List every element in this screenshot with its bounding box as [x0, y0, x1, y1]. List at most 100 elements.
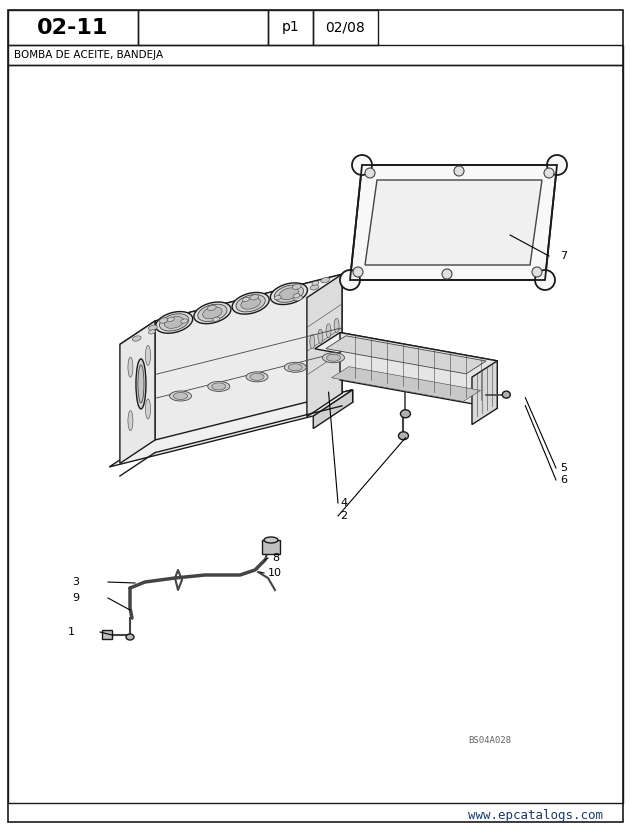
Circle shape — [547, 155, 567, 175]
Bar — [268, 10, 313, 45]
Polygon shape — [326, 336, 486, 374]
Polygon shape — [315, 333, 497, 377]
Ellipse shape — [128, 357, 133, 377]
Ellipse shape — [133, 336, 141, 341]
Ellipse shape — [334, 319, 339, 333]
Text: 02-11: 02-11 — [37, 17, 109, 37]
Bar — [8, 10, 138, 45]
Polygon shape — [313, 390, 353, 428]
Bar — [8, 65, 623, 803]
Bar — [8, 45, 623, 65]
Polygon shape — [365, 180, 542, 265]
Polygon shape — [350, 165, 557, 280]
Circle shape — [340, 270, 360, 290]
Ellipse shape — [310, 334, 315, 349]
Bar — [313, 10, 378, 45]
Text: BS04A028: BS04A028 — [468, 735, 512, 745]
Ellipse shape — [293, 294, 300, 298]
Ellipse shape — [212, 383, 226, 390]
Ellipse shape — [128, 411, 133, 431]
Polygon shape — [109, 390, 353, 467]
Ellipse shape — [246, 372, 268, 382]
Ellipse shape — [326, 324, 331, 338]
Ellipse shape — [270, 283, 307, 305]
Polygon shape — [307, 274, 342, 417]
Circle shape — [532, 267, 542, 277]
Ellipse shape — [250, 295, 259, 300]
Ellipse shape — [138, 365, 144, 403]
Circle shape — [442, 269, 452, 279]
Ellipse shape — [136, 359, 146, 409]
Text: 2: 2 — [340, 511, 347, 521]
Ellipse shape — [167, 317, 174, 321]
Circle shape — [352, 155, 372, 175]
Text: p1: p1 — [281, 21, 299, 35]
Text: 3: 3 — [72, 577, 79, 587]
Ellipse shape — [242, 297, 249, 301]
Ellipse shape — [398, 432, 408, 440]
Ellipse shape — [180, 319, 187, 323]
Text: 6: 6 — [560, 475, 567, 485]
Ellipse shape — [288, 364, 302, 371]
Circle shape — [353, 267, 363, 277]
Polygon shape — [120, 321, 155, 463]
Ellipse shape — [156, 311, 192, 333]
Ellipse shape — [232, 292, 269, 314]
Text: 9: 9 — [72, 593, 79, 603]
Polygon shape — [149, 390, 353, 453]
Ellipse shape — [294, 295, 303, 300]
Text: 4: 4 — [340, 498, 347, 508]
Ellipse shape — [264, 537, 278, 543]
Text: BOMBA DE ACEITE, BANDEJA: BOMBA DE ACEITE, BANDEJA — [14, 50, 163, 60]
Ellipse shape — [236, 295, 265, 312]
Text: 7: 7 — [560, 251, 567, 261]
Ellipse shape — [321, 277, 329, 283]
Ellipse shape — [165, 316, 184, 329]
Ellipse shape — [401, 410, 410, 417]
Ellipse shape — [146, 399, 150, 419]
Text: 8: 8 — [272, 553, 279, 563]
Bar — [262, 540, 280, 554]
Ellipse shape — [198, 304, 227, 321]
Ellipse shape — [174, 393, 187, 399]
Polygon shape — [331, 367, 481, 402]
Ellipse shape — [250, 374, 264, 380]
Circle shape — [535, 270, 555, 290]
Ellipse shape — [126, 634, 134, 640]
Ellipse shape — [160, 314, 189, 331]
Text: 10: 10 — [268, 568, 282, 578]
Ellipse shape — [159, 318, 168, 323]
Text: 1: 1 — [68, 627, 75, 637]
Polygon shape — [120, 274, 342, 344]
Ellipse shape — [310, 285, 319, 290]
Bar — [138, 10, 268, 45]
Ellipse shape — [146, 345, 150, 365]
Polygon shape — [155, 274, 342, 440]
Ellipse shape — [194, 302, 231, 324]
Ellipse shape — [502, 391, 510, 398]
Ellipse shape — [170, 391, 191, 401]
Circle shape — [365, 168, 375, 178]
Ellipse shape — [284, 362, 306, 373]
Ellipse shape — [208, 305, 216, 310]
Ellipse shape — [322, 353, 345, 363]
Ellipse shape — [213, 317, 220, 321]
Ellipse shape — [203, 307, 222, 319]
Text: www.epcatalogs.com: www.epcatalogs.com — [468, 808, 603, 822]
Ellipse shape — [326, 354, 341, 361]
Polygon shape — [472, 361, 497, 425]
Text: 02/08: 02/08 — [326, 21, 365, 35]
Ellipse shape — [148, 325, 157, 330]
Ellipse shape — [148, 330, 155, 334]
Circle shape — [544, 168, 554, 178]
Ellipse shape — [274, 285, 304, 302]
Ellipse shape — [274, 295, 281, 300]
Ellipse shape — [318, 330, 323, 344]
Text: 5: 5 — [560, 463, 567, 473]
Circle shape — [454, 166, 464, 176]
Ellipse shape — [241, 297, 261, 310]
Ellipse shape — [279, 288, 298, 300]
Bar — [102, 630, 112, 639]
Ellipse shape — [208, 382, 230, 392]
Polygon shape — [340, 333, 497, 408]
